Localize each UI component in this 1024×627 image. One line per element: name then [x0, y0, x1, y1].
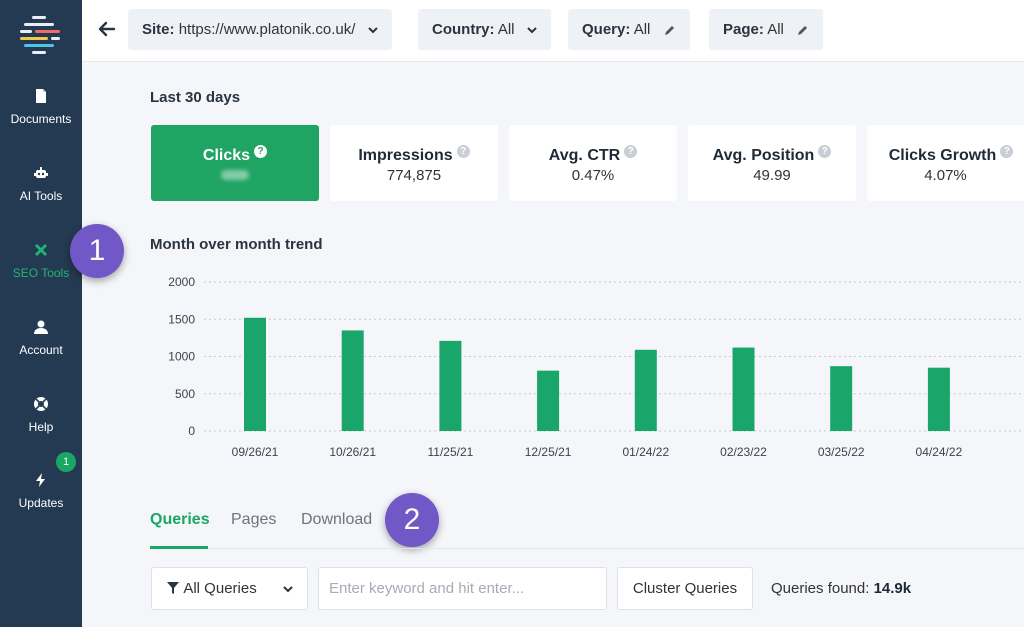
robot-icon [34, 167, 48, 178]
impressions-card[interactable]: Impressions? 774,875 [330, 125, 498, 201]
sidebar-item-documents[interactable]: Documents [0, 88, 82, 126]
chevron-down-icon [283, 586, 293, 593]
avg-ctr-card[interactable]: Avg. CTR? 0.47% [509, 125, 677, 201]
query-filter-dropdown-label: All Queries [183, 580, 257, 597]
sidebar-item-seo-tools[interactable]: SEO Tools [0, 242, 82, 280]
sidebar-item-ai-tools[interactable]: AI Tools [0, 165, 82, 203]
sidebar-item-account[interactable]: Account [0, 319, 82, 357]
card-label: Avg. CTR [548, 147, 621, 164]
sidebar: Documents AI Tools SEO Tools Account Hel… [0, 0, 82, 627]
help-icon[interactable]: ? [1000, 145, 1014, 158]
x-tick-label: 01/24/22 [622, 445, 669, 459]
chart-bar[interactable] [341, 330, 364, 431]
avg-position-card[interactable]: Avg. Position? 49.99 [688, 125, 856, 201]
user-icon [34, 320, 48, 334]
chevron-down-icon [367, 27, 378, 34]
step-marker-1: 1 [70, 224, 124, 278]
page-filter-value: All [767, 21, 784, 38]
tab-download[interactable]: Download [301, 511, 373, 528]
page-filter[interactable]: Page: All [709, 9, 824, 50]
tab-queries[interactable]: Queries [150, 511, 210, 528]
page-filter-label: Page: [723, 21, 764, 38]
clicks-value-blurred [221, 170, 249, 180]
country-filter-dropdown[interactable]: Country: All [418, 9, 551, 50]
card-label: Avg. Position [712, 147, 815, 164]
sidebar-item-label: Documents [10, 112, 72, 126]
sidebar-item-help[interactable]: Help [0, 396, 82, 434]
country-filter-value: All [497, 21, 515, 38]
updates-count-badge: 1 [56, 452, 76, 472]
funnel-icon [167, 582, 179, 594]
period-title: Last 30 days [150, 89, 241, 106]
x-tick-label: 10/26/21 [329, 445, 376, 459]
card-label: Impressions [358, 147, 453, 164]
sidebar-item-label: Account [19, 343, 63, 357]
x-tick-label: 02/23/22 [720, 445, 767, 459]
card-value: 4.07% [924, 167, 967, 184]
cluster-queries-button[interactable]: Cluster Queries [617, 567, 753, 610]
chart-bar[interactable] [634, 349, 657, 431]
month-trend-bar-chart: 0 500 1000 1500 2000 09/26/21 10/26/21 11/25/21… [168, 275, 1024, 459]
step-marker-2: 2 [385, 493, 439, 547]
help-icon[interactable]: ? [818, 145, 832, 158]
x-tick-label: 03/25/22 [818, 445, 865, 459]
y-tick-label: 1500 [168, 312, 195, 326]
site-filter-dropdown[interactable]: Site: https://www.platonik.co.uk/ [128, 9, 392, 50]
app-logo-icon[interactable] [18, 14, 62, 54]
chart-bar[interactable] [927, 367, 950, 431]
sidebar-item-label: Help [28, 420, 54, 434]
site-filter-value: https://www.platonik.co.uk/ [178, 21, 356, 38]
site-filter-label: Site: [142, 21, 175, 38]
filter-bar: Site: https://www.platonik.co.uk/ Countr… [82, 0, 1024, 62]
help-icon[interactable]: ? [624, 145, 638, 158]
sidebar-item-updates[interactable]: Updates [0, 472, 82, 510]
x-tick-label: 04/24/22 [916, 445, 963, 459]
document-icon [36, 89, 46, 103]
bolt-icon [36, 473, 45, 487]
card-value: 49.99 [753, 167, 791, 184]
y-tick-label: 2000 [168, 275, 195, 289]
card-value: 0.47% [571, 167, 615, 184]
chart-bar[interactable] [830, 366, 853, 431]
sidebar-item-label: AI Tools [19, 189, 63, 203]
help-icon[interactable]: ? [456, 145, 470, 158]
card-label: Clicks Growth [888, 147, 997, 164]
y-tick-label: 500 [175, 387, 195, 401]
tools-icon [35, 244, 47, 256]
chart-bar[interactable] [537, 370, 560, 431]
queries-found-count: Queries found: 14.9k [771, 580, 911, 597]
queries-found-label: Queries found: [771, 580, 870, 597]
tabs-divider [150, 548, 1024, 549]
x-tick-label: 11/25/21 [427, 445, 473, 459]
chart-bar[interactable] [244, 317, 266, 431]
pencil-icon[interactable] [663, 24, 676, 37]
help-icon[interactable]: ? [254, 145, 268, 158]
x-tick-label: 12/25/21 [525, 445, 572, 459]
active-tab-indicator [150, 546, 208, 549]
trend-title: Month over month trend [150, 236, 323, 253]
keyword-search-input[interactable] [318, 567, 607, 610]
pencil-icon[interactable] [796, 24, 809, 37]
country-filter-label: Country: [432, 21, 495, 38]
clicks-growth-card[interactable]: Clicks Growth? 4.07% [867, 125, 1024, 201]
query-filter-value: All [633, 21, 651, 38]
clicks-card[interactable]: Clicks? [151, 125, 319, 201]
tab-pages[interactable]: Pages [231, 511, 277, 528]
chart-bar[interactable] [732, 347, 755, 431]
card-value: 774,875 [386, 167, 442, 184]
y-tick-label: 0 [188, 424, 195, 438]
queries-found-value: 14.9k [873, 580, 912, 597]
card-label: Clicks [202, 147, 251, 164]
query-filter[interactable]: Query: All [568, 9, 690, 50]
back-arrow-icon[interactable] [96, 18, 118, 40]
x-tick-label: 09/26/21 [232, 445, 279, 459]
y-tick-label: 1000 [168, 350, 195, 364]
chart-bar[interactable] [439, 340, 462, 431]
lifebuoy-icon [34, 397, 48, 411]
chevron-down-icon [526, 27, 537, 34]
query-filter-dropdown[interactable]: All Queries [151, 567, 308, 610]
sidebar-item-label: SEO Tools [12, 266, 70, 280]
sidebar-item-label: Updates [18, 496, 64, 510]
query-filter-label: Query: [582, 21, 631, 38]
